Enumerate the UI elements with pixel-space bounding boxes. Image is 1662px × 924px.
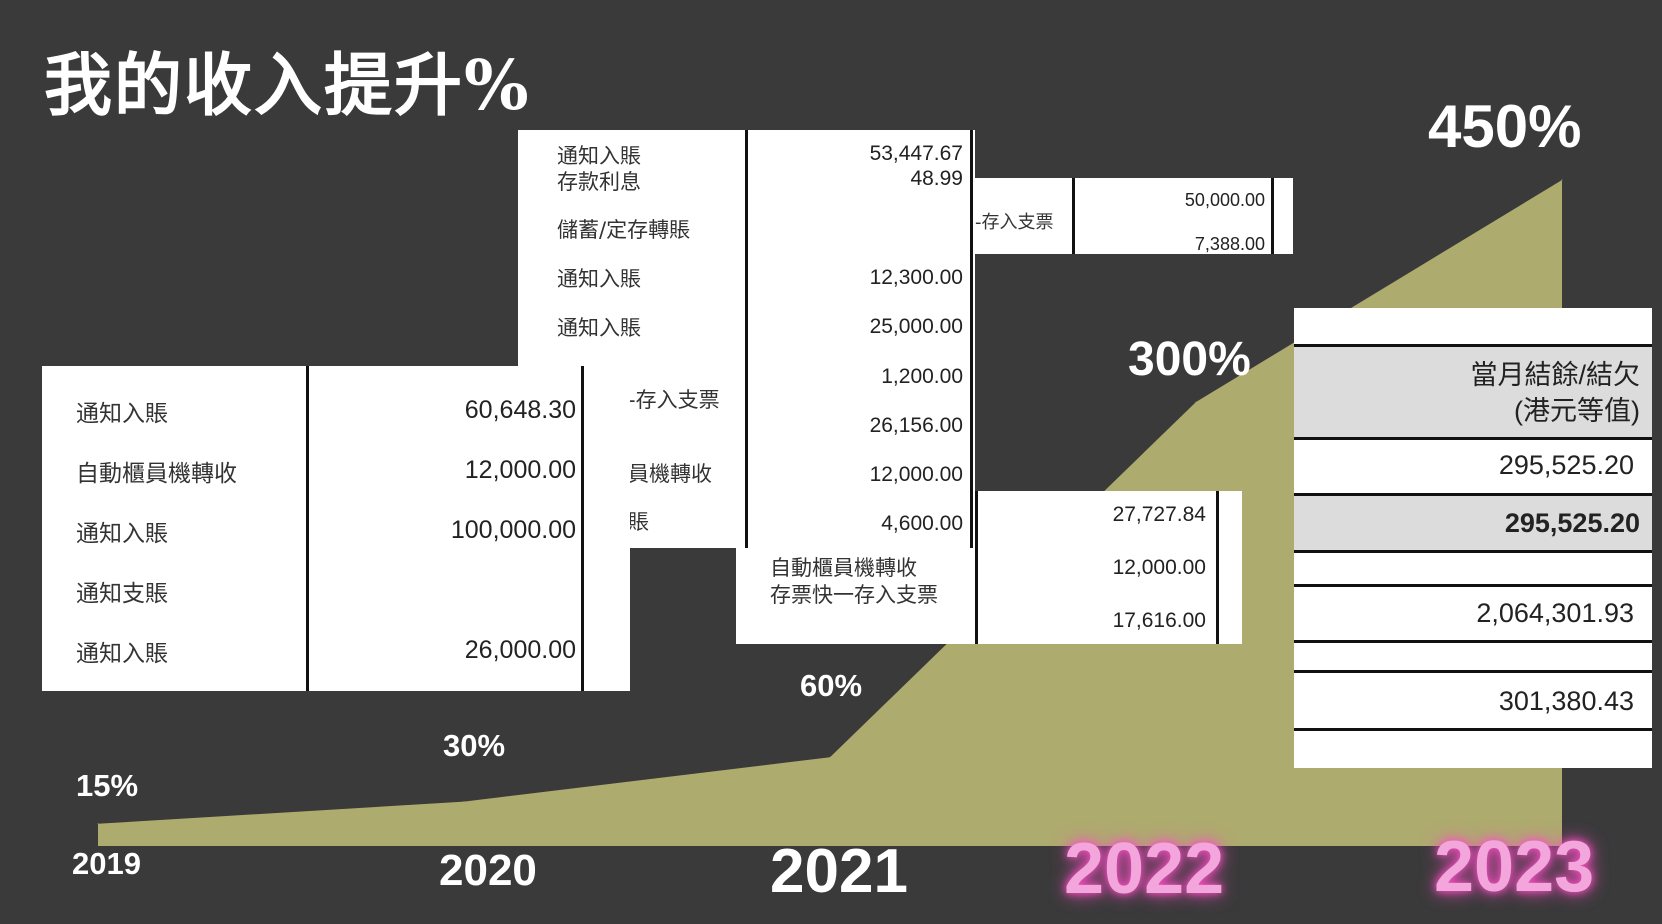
statement-d-labels: 自動櫃員機轉收 存票快一存入支票 <box>736 548 975 644</box>
statement-label: 通知入賬 <box>76 401 168 427</box>
balance-header: 當月結餘/結欠 (港元等值) <box>1294 347 1652 440</box>
balance-value: 295,525.20 <box>1294 496 1652 553</box>
statement-label: 賬 <box>628 510 649 534</box>
data-point-2020 <box>463 801 465 803</box>
balance-value: 295,525.20 <box>1294 440 1652 496</box>
statement-label: 存票快一存入支票 <box>770 583 938 607</box>
statement-label: 通知入賬 <box>76 641 168 667</box>
statement-a: 通知入賬 自動櫃員機轉收 通知入賬 通知支賬 通知入賬 60,648.30 12… <box>42 366 630 691</box>
balance-header-line2: (港元等值) <box>1514 396 1640 426</box>
data-point-2021 <box>829 756 831 758</box>
statement-amount: 26,000.00 <box>464 636 576 664</box>
statement-label: 通知入賬 <box>76 521 168 547</box>
value-label-2022: 300% <box>1128 333 1251 386</box>
statement-label: -存入支票 <box>628 388 720 412</box>
page-title: 我的收入提升% <box>44 46 531 126</box>
data-point-2019 <box>97 823 99 825</box>
statement-label: -存入支票 <box>975 212 1054 233</box>
income-area-series <box>98 180 1562 846</box>
data-point-2022 <box>1195 401 1197 403</box>
balance-value: 2,064,301.93 <box>1294 587 1652 643</box>
statement-amount: 48.99 <box>910 167 963 190</box>
statement-amount: 17,616.00 <box>1112 609 1206 632</box>
statement-label: 通知支賬 <box>76 581 168 607</box>
balance-header-line1: 當月結餘/結欠 <box>1470 360 1640 390</box>
statement-label: 員機轉收 <box>628 462 712 486</box>
statement-amount: 50,000.00 <box>1184 190 1265 210</box>
statement-e: 當月結餘/結欠 (港元等值) 295,525.20 295,525.20 2,0… <box>1294 308 1652 768</box>
balance-value: 301,380.43 <box>1294 673 1652 731</box>
statement-amount: 25,000.00 <box>869 315 963 338</box>
x-tick-2019: 2019 <box>72 846 141 881</box>
statement-label: 通知入賬 <box>557 144 641 168</box>
statement-amount: 27,727.84 <box>1112 503 1206 526</box>
statement-amount: 100,000.00 <box>450 516 576 544</box>
statement-label: 自動櫃員機轉收 <box>76 461 237 487</box>
data-point-2023 <box>1561 179 1563 181</box>
x-tick-2020: 2020 <box>439 846 537 895</box>
value-label-2021: 60% <box>800 668 863 703</box>
statement-label: 存款利息 <box>557 170 641 194</box>
value-label-2019: 15% <box>76 768 139 803</box>
x-tick-2023: 2023 <box>1434 827 1595 907</box>
statement-c: -存入支票 50,000.00 7,388.00 <box>975 178 1293 254</box>
statement-label: 通知入賬 <box>557 316 641 340</box>
statement-amount: 53,447.67 <box>869 142 963 165</box>
statement-amount: 4,600.00 <box>881 512 963 535</box>
statement-label: 通知入賬 <box>557 267 641 291</box>
statement-amount: 12,000.00 <box>464 456 576 484</box>
value-label-2020: 30% <box>443 728 506 763</box>
statement-d-amounts: 27,727.84 12,000.00 17,616.00 <box>975 491 1242 644</box>
statement-label: 自動櫃員機轉收 <box>770 556 917 580</box>
x-tick-2022: 2022 <box>1064 829 1225 909</box>
statement-amount: 12,300.00 <box>869 266 963 289</box>
statement-amount: 12,000.00 <box>869 463 963 486</box>
value-label-2023: 450% <box>1428 93 1582 160</box>
x-tick-2021: 2021 <box>770 837 908 906</box>
statement-label: 儲蓄/定存轉賬 <box>557 218 691 242</box>
statement-amount: 26,156.00 <box>869 414 963 437</box>
statement-amount: 1,200.00 <box>881 365 963 388</box>
statement-amount: 60,648.30 <box>464 396 576 424</box>
statement-amount: 7,388.00 <box>1194 234 1265 254</box>
statement-amount: 12,000.00 <box>1112 556 1206 579</box>
